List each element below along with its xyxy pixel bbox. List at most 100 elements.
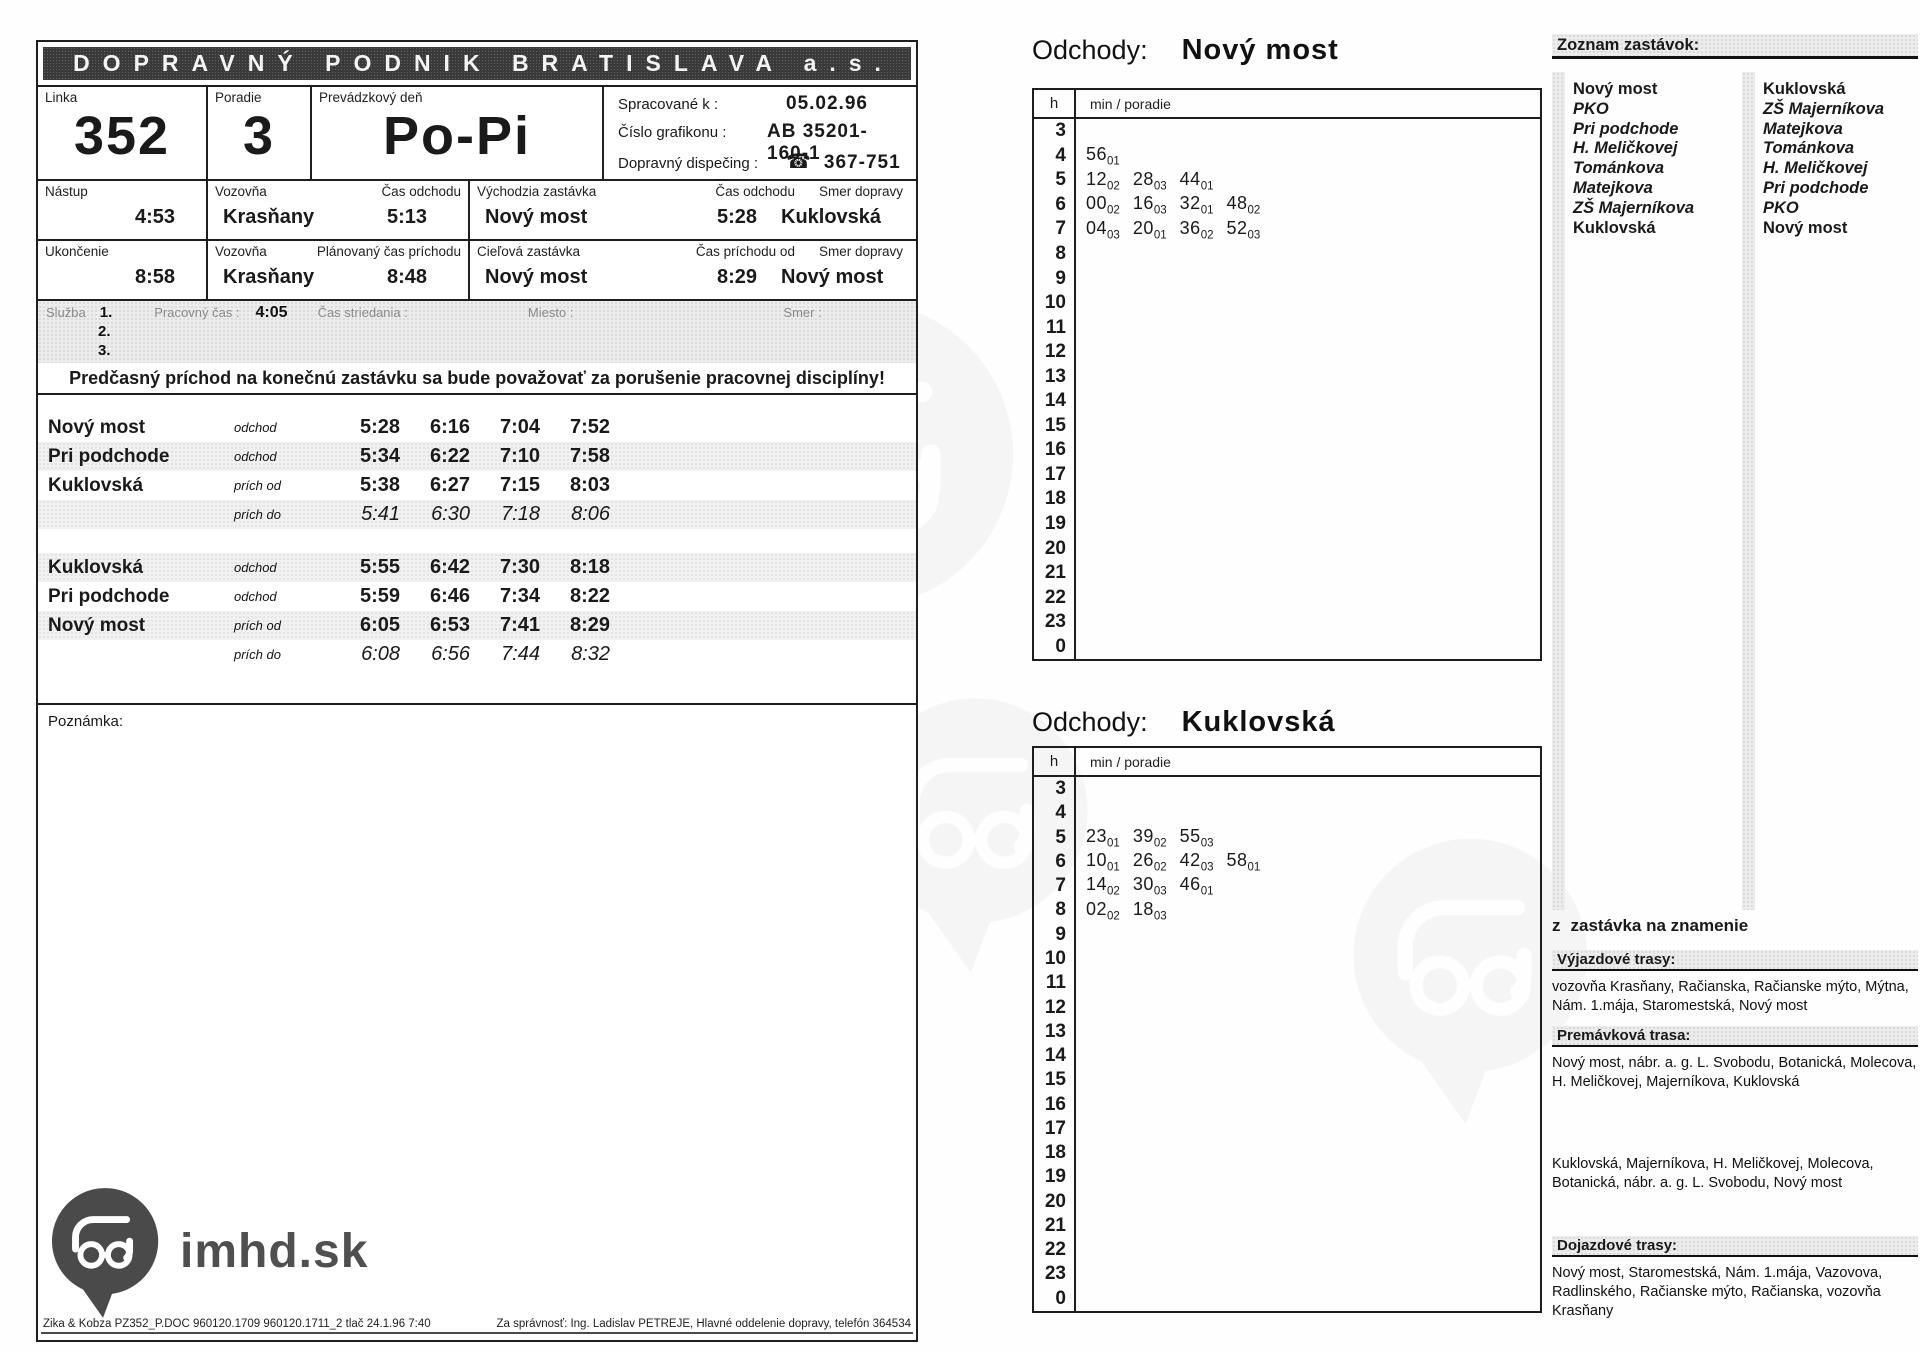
minute-entry: 1001 — [1086, 850, 1120, 874]
sluzba-number: 1. — [99, 304, 113, 321]
hour-cell: 13 — [1034, 1019, 1076, 1044]
departures-label: Odchody: — [1032, 35, 1148, 65]
minutes-cell: 0403 2001 3602 5203 — [1076, 217, 1273, 242]
hour-cell: 16 — [1034, 1092, 1076, 1117]
departures-stop-name: Nový most — [1181, 34, 1339, 66]
timetable-time: 6:05 — [359, 614, 400, 636]
departure-hour-row: 6 1001 2602 4203 5801 — [1034, 849, 1540, 875]
minute-entry: 5203 — [1226, 217, 1261, 242]
route-section-text: Nový most, nábr. a. g. L. Svobodu, Botan… — [1552, 1055, 1917, 1090]
timetable-row: Nový most odchod 5:28 6:16 7:04 7:52 — [38, 413, 916, 442]
timetable-time: 8:06 — [571, 503, 610, 525]
den-cell: Prevádzkový deň Po-Pi — [312, 87, 604, 179]
hour-cell: 19 — [1034, 1165, 1076, 1190]
timetable-time: 6:56 — [431, 643, 470, 665]
timetable-row: prích do 6:08 6:56 7:44 8:32 — [38, 640, 916, 669]
timetable-stop-name: Pri podchode — [48, 445, 170, 467]
departure-hour-row: 18 — [1034, 1140, 1540, 1166]
hour-cell: 18 — [1034, 1140, 1076, 1166]
stop-list-item: Matejkova — [1573, 178, 1653, 197]
hour-cell: 15 — [1034, 1068, 1076, 1093]
minute-entry: 1402 — [1086, 874, 1120, 898]
pracovny-cas-value: 4:05 — [255, 304, 288, 321]
poradie-number: 3 — [242, 106, 276, 166]
route-section-premavkova: Premávková trasa: Nový most, nábr. a. g.… — [1552, 1026, 1918, 1193]
timetable-time: 8:29 — [569, 614, 610, 636]
hour-cell: 21 — [1034, 560, 1076, 586]
poradie-subscript: 03 — [1153, 885, 1167, 898]
minutes-cell — [1076, 291, 1086, 316]
timetable-time: 7:44 — [501, 643, 540, 665]
stop-list-item: Nový most — [1763, 218, 1848, 237]
minute-entry: 3602 — [1179, 217, 1214, 242]
departure-hour-row: 19 — [1034, 1165, 1540, 1190]
minutes-cell — [1076, 487, 1086, 512]
hour-cell: 9 — [1034, 922, 1076, 947]
stop-list-item: PKO — [1763, 198, 1799, 217]
minutes-cell — [1076, 1068, 1086, 1092]
dispecing-label: Dopravný dispečing : — [618, 155, 759, 172]
spracovane-label: Spracované k : — [618, 96, 719, 113]
den-label: Prevádzkový deň — [319, 90, 423, 105]
departure-hour-row: 21 — [1034, 1213, 1540, 1239]
route-section-title: Dojazdové trasy: — [1552, 1236, 1918, 1257]
minutes-cell — [1076, 561, 1086, 586]
departure-hour-row: 14 — [1034, 389, 1540, 414]
poradie-subscript: 03 — [1153, 910, 1167, 923]
hour-column-header: h — [1034, 748, 1076, 775]
departure-hour-row: 0 — [1034, 1286, 1540, 1311]
departure-hour-row: 17 — [1034, 1116, 1540, 1141]
departure-hour-row: 10 — [1034, 290, 1540, 316]
timetable-time: 8:32 — [571, 643, 610, 665]
minutes-cell — [1076, 801, 1086, 825]
smer-value: Kuklovská — [781, 206, 882, 228]
poradie-label: Poradie — [215, 90, 262, 105]
minutes-cell — [1076, 512, 1086, 537]
minutes-cell — [1076, 315, 1086, 340]
nastup-time: 4:53 — [134, 206, 175, 228]
vychodzia-label: Východzia zastávka — [477, 184, 597, 199]
timetable-time: 5:38 — [359, 474, 400, 496]
timetable-stop-name: Nový most — [48, 614, 146, 636]
spracovane-value: 05.02.96 — [786, 93, 868, 114]
departures-title-novy-most: Odchody: Nový most — [1032, 34, 1339, 67]
request-stop-legend: z zastávka na znamenie — [1552, 916, 1748, 936]
timetable-row-type: odchod — [234, 449, 277, 464]
minute-entry: 3003 — [1132, 874, 1167, 898]
smer-label: Smer dopravy — [818, 244, 903, 259]
minutes-cell — [1076, 340, 1086, 365]
departure-table-header: h min / poradie — [1034, 748, 1540, 777]
minutes-cell — [1076, 585, 1086, 610]
departure-hour-row: 3 — [1034, 119, 1540, 144]
hour-cell: 17 — [1034, 462, 1076, 488]
timetable-time: 7:58 — [569, 445, 610, 467]
minute-entry: 5503 — [1179, 825, 1214, 850]
sluzba-line-2: 2. — [46, 323, 908, 342]
departure-hour-row: 13 — [1034, 364, 1540, 390]
minutes-cell — [1076, 364, 1086, 389]
departure-hour-row: 20 — [1034, 536, 1540, 561]
grafikon-value: AB 35201-160-1 — [767, 121, 868, 164]
timetable-time: 6:16 — [429, 416, 470, 438]
stop-list-item: Pri podchode — [1573, 119, 1679, 138]
departure-hour-row: 16 — [1034, 1092, 1540, 1117]
dispecing-number: 367-751 — [823, 152, 901, 173]
timetable-stop-name: Kuklovská — [48, 556, 144, 578]
route-section-title: Premávková trasa: — [1552, 1026, 1918, 1047]
stop-list-item: Tománkova — [1573, 159, 1665, 178]
minutes-cell — [1076, 1287, 1086, 1311]
minutes-cell — [1076, 1262, 1086, 1286]
route-section-vyjazdove: Výjazdové trasy: vozovňa Krasňany, Račia… — [1552, 950, 1918, 1016]
minute-entry: 4601 — [1179, 874, 1214, 898]
hour-cell: 15 — [1034, 413, 1076, 439]
poradie-subscript: 03 — [1153, 204, 1167, 217]
departure-hour-row: 12 — [1034, 995, 1540, 1020]
minutes-cell: 5601 — [1076, 144, 1133, 169]
timetable-row-type: odchod — [234, 420, 277, 435]
timetable-time: 7:18 — [501, 503, 540, 525]
hour-cell: 6 — [1034, 192, 1076, 218]
vychodzia-cell: Východzia zastávka Čas odchodu Smer dopr… — [470, 181, 916, 239]
stop-list-item: Nový most — [1573, 80, 1658, 98]
timetable-row-type: prích do — [234, 507, 281, 522]
departure-hour-row: 5 1202 2803 4401 — [1034, 168, 1540, 193]
